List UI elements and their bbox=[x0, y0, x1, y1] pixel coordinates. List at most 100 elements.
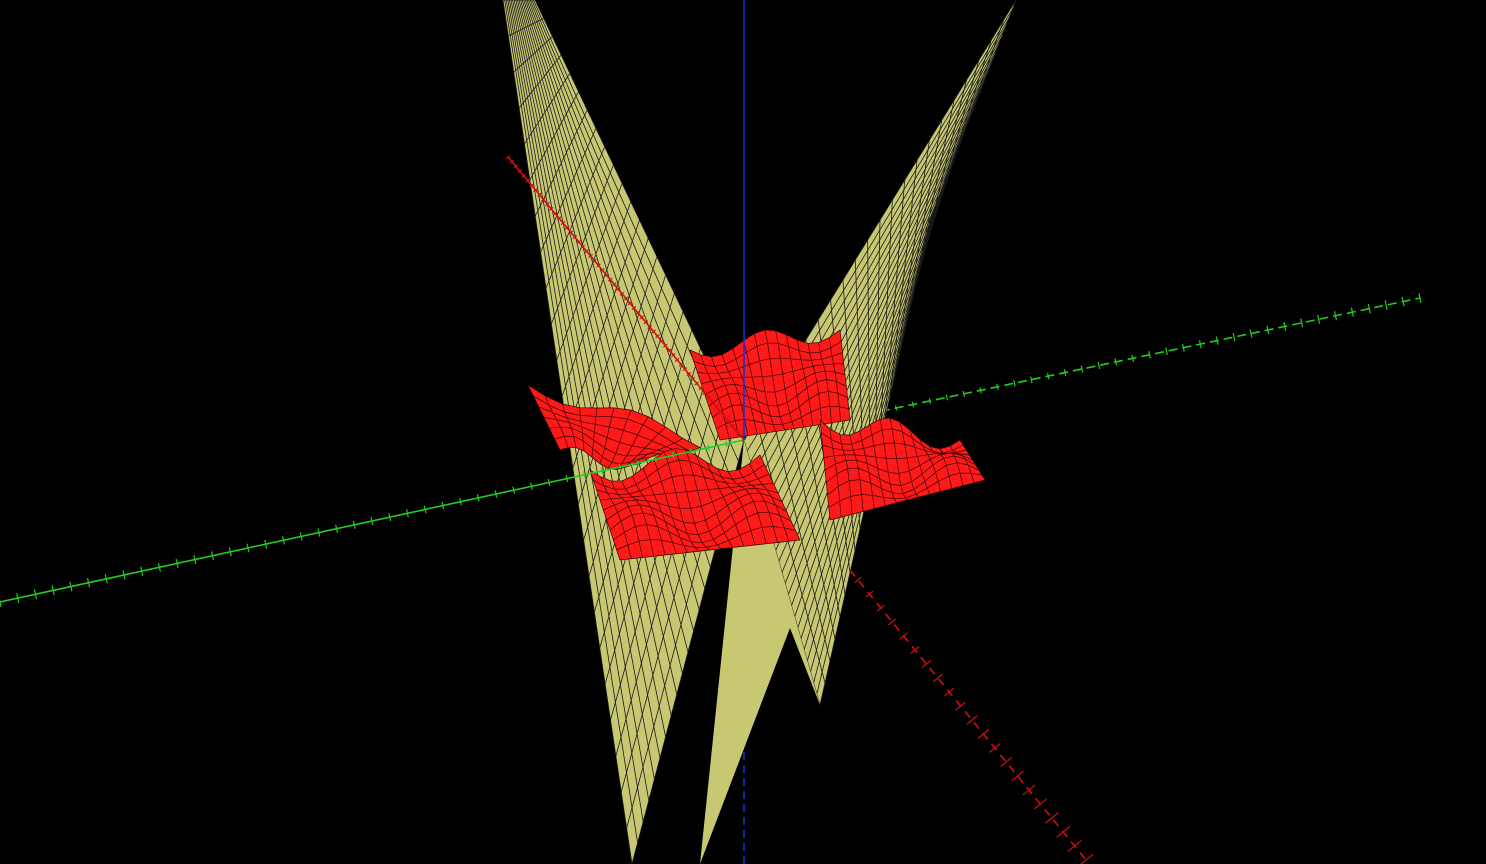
saddle-left-sheet-mesh-line bbox=[567, 219, 640, 433]
saddle-left-sheet-mesh-line bbox=[615, 384, 719, 757]
x-axis-negative-tick bbox=[588, 253, 593, 259]
wave-patch-front-mesh-line bbox=[727, 471, 767, 544]
x-axis-negative-tick bbox=[521, 173, 527, 178]
y-axis-negative-tick bbox=[175, 558, 179, 568]
wave-patch-front-mesh-line bbox=[600, 476, 632, 559]
y-axis-positive-tick bbox=[1317, 314, 1321, 324]
wave-patch-top-mesh-line bbox=[701, 363, 844, 385]
y-axis-positive-tick bbox=[1249, 329, 1253, 338]
wave-patch-right-mesh-line bbox=[828, 472, 982, 508]
x-axis-negative-tick bbox=[525, 178, 530, 183]
y-axis-positive-tick bbox=[1418, 292, 1422, 304]
y-axis-negative-tick bbox=[406, 509, 409, 518]
x-axis-negative-tick bbox=[564, 225, 570, 230]
y-axis-negative-tick bbox=[600, 467, 604, 475]
y-axis-negative-tick bbox=[707, 444, 710, 451]
y-axis-positive-tick bbox=[1198, 340, 1202, 349]
saddle-right-sheet-mesh-line bbox=[775, 91, 981, 551]
wave-patch-right-mesh-line bbox=[823, 452, 970, 459]
wave-patch-front-mesh-line bbox=[616, 526, 796, 551]
x-axis-positive-tick bbox=[887, 618, 897, 626]
y-axis-positive-tick bbox=[1232, 332, 1236, 342]
wave-patch-right-mesh-line bbox=[826, 455, 976, 486]
x-axis-negative-tick bbox=[737, 433, 743, 438]
saddle-left-sheet-mesh-line bbox=[577, 256, 658, 505]
x-axis-negative-tick bbox=[513, 164, 519, 169]
saddle-left-sheet-mesh-line bbox=[556, 183, 623, 361]
wave-patch-front-mesh-line bbox=[603, 488, 778, 511]
wave-patch-front-mesh-line bbox=[613, 511, 792, 544]
x-axis-negative-tick bbox=[552, 211, 558, 216]
y-axis-negative-tick bbox=[51, 585, 55, 596]
x-axis-negative-tick bbox=[686, 371, 692, 377]
x-axis-negative-tick bbox=[725, 419, 731, 424]
y-axis-negative-tick bbox=[689, 448, 693, 455]
saddle-left-sheet-mesh-line bbox=[518, 54, 562, 109]
y-axis-negative-tick bbox=[193, 555, 197, 565]
x-axis-negative-tick bbox=[596, 263, 601, 268]
saddle-left-sheet-mesh-line bbox=[583, 274, 667, 541]
x-axis-positive-tick bbox=[899, 632, 909, 640]
wave-patch-left-mesh-line bbox=[527, 384, 701, 448]
wave-patch-front-mesh-line bbox=[619, 539, 801, 561]
y-axis-positive-tick bbox=[1300, 318, 1304, 328]
y-axis-negative-tick bbox=[725, 440, 728, 447]
y-axis-positive-tick bbox=[1030, 376, 1033, 383]
y-axis-positive-tick bbox=[962, 390, 965, 397]
y-axis-positive-tick bbox=[1266, 325, 1270, 335]
x-axis-negative-tick bbox=[517, 169, 523, 174]
x-axis-negative-tick bbox=[655, 334, 660, 339]
y-axis-negative-tick bbox=[122, 570, 126, 580]
x-axis-negative-tick bbox=[718, 409, 723, 414]
x-axis-negative-tick bbox=[556, 216, 562, 221]
wave-patch-front-mesh-line bbox=[621, 480, 655, 557]
wave-patch-top-mesh-line bbox=[689, 329, 841, 358]
x-axis-positive-tick bbox=[1056, 826, 1071, 838]
x-axis-negative-tick bbox=[678, 362, 684, 367]
x-axis-negative-tick bbox=[541, 197, 546, 202]
y-axis-positive-tick bbox=[1182, 343, 1185, 352]
y-axis-positive-tick bbox=[996, 383, 999, 390]
y-axis-negative-tick bbox=[565, 475, 569, 483]
y-axis-negative-tick bbox=[157, 562, 161, 572]
x-axis-negative-tick bbox=[592, 258, 597, 263]
saddle-left-sheet-mesh-line bbox=[545, 146, 606, 289]
x-axis-positive-tick bbox=[1067, 839, 1082, 853]
y-axis-positive-tick bbox=[1063, 369, 1067, 377]
wave-patch-front-mesh-line bbox=[589, 469, 621, 561]
x-axis-positive-tick bbox=[865, 590, 874, 598]
saddle-left-sheet-mesh-line bbox=[508, 17, 544, 37]
y-axis-negative-tick bbox=[423, 505, 427, 514]
x-axis-positive-tick bbox=[1011, 770, 1024, 782]
y-axis-positive-tick bbox=[1283, 321, 1287, 331]
y-axis-positive-tick bbox=[894, 405, 898, 411]
y-axis-positive-tick bbox=[979, 387, 982, 394]
wave-patch-front-mesh-line bbox=[759, 454, 801, 541]
saddle-right-sheet-mesh-line bbox=[768, 73, 988, 529]
y-axis-negative-tick bbox=[512, 486, 516, 494]
y-axis-positive-tick bbox=[1114, 358, 1118, 366]
y-axis-negative-tick bbox=[16, 593, 20, 604]
x-axis-negative-tick bbox=[615, 287, 621, 292]
saddle-lower-fold bbox=[700, 440, 820, 864]
wave-patch-front-mesh-line bbox=[589, 448, 761, 482]
y-axis-negative-tick bbox=[140, 566, 144, 576]
axes-front-layer bbox=[0, 0, 747, 608]
saddle-right-sheet-mesh-line bbox=[765, 63, 992, 518]
wave-patch-right-mesh-line bbox=[824, 452, 973, 474]
x-axis-positive-tick bbox=[1080, 853, 1094, 864]
x-axis-negative-tick bbox=[533, 187, 538, 193]
y-axis-negative-tick bbox=[370, 516, 374, 526]
y-axis-negative-tick bbox=[441, 501, 445, 510]
y-axis-positive-tick bbox=[945, 394, 948, 401]
saddle-right-sheet-mesh-line bbox=[781, 109, 974, 573]
wave-patch-front-mesh-line bbox=[593, 459, 765, 490]
y-axis-negative-tick bbox=[494, 490, 498, 498]
y-axis-positive-tick bbox=[1333, 311, 1338, 321]
x-axis-positive-tick bbox=[1033, 798, 1048, 810]
y-axis-negative-tick bbox=[104, 574, 108, 584]
y-axis-positive-tick bbox=[1131, 354, 1135, 363]
x-axis-negative-tick bbox=[702, 390, 707, 395]
